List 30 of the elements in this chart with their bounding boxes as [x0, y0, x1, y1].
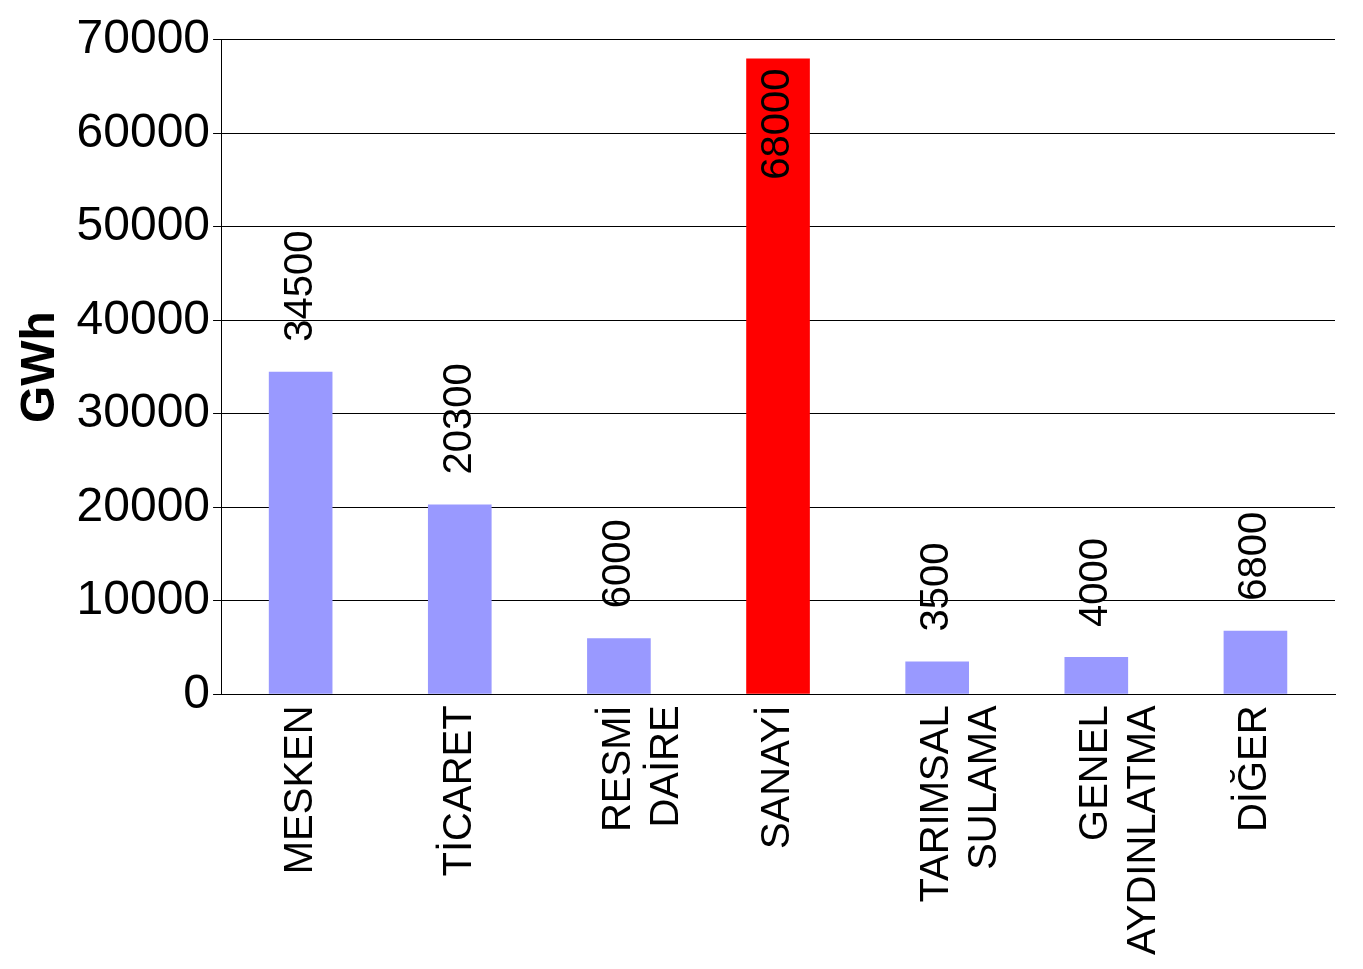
data-label: 34500	[275, 230, 320, 342]
y-tick-label: 60000	[76, 103, 211, 157]
y-tick-label: 50000	[76, 197, 211, 251]
x-tick-label: MESKEN	[275, 705, 320, 875]
x-tick-label: SANAYİ	[753, 705, 798, 850]
x-tick-label: TİCARET	[434, 705, 479, 877]
bar	[746, 58, 810, 694]
y-axis-title: GWh	[11, 311, 65, 424]
data-label: 3500	[912, 542, 957, 632]
y-tick-label: 40000	[76, 290, 211, 344]
data-label: 6800	[1230, 511, 1275, 601]
bar	[587, 638, 651, 694]
y-tick-label: 30000	[76, 384, 211, 438]
x-tick-label: GENEL AYDINLATMA	[1071, 705, 1164, 955]
x-tick-label: DİĞER	[1230, 705, 1275, 833]
y-tick-label: 10000	[76, 571, 211, 625]
bar	[268, 371, 333, 694]
data-label: 4000	[1071, 537, 1116, 627]
bar	[905, 661, 969, 694]
y-tick-label: 70000	[76, 10, 211, 64]
data-label: 68000	[753, 68, 798, 180]
data-label: 20300	[434, 363, 479, 475]
bar	[1064, 656, 1129, 694]
y-tick-label: 0	[183, 664, 211, 718]
x-tick-label: RESMİ DAİRE	[593, 705, 686, 833]
x-tick-label: TARIMSAL SULAMA	[912, 705, 1005, 903]
data-label: 6000	[593, 519, 638, 609]
bar	[427, 504, 492, 694]
bar	[1223, 630, 1288, 694]
y-tick-label: 20000	[76, 477, 211, 531]
